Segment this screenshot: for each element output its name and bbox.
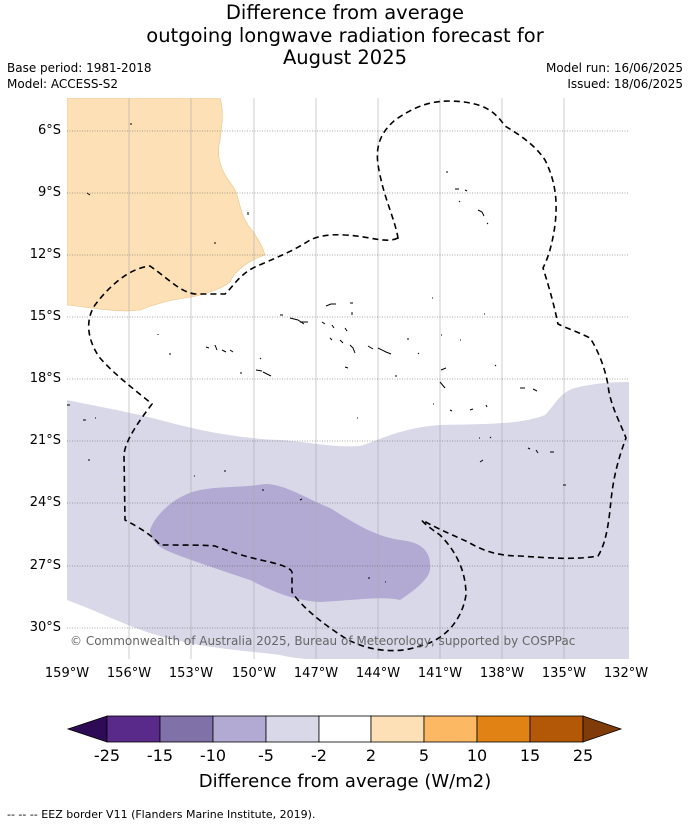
lon-label: 150°W	[231, 666, 277, 681]
colorbar-bin	[370, 715, 425, 743]
lon-label: 141°W	[417, 666, 463, 681]
lat-label: 27°S	[29, 558, 61, 573]
colorbar-label: -5	[258, 746, 274, 765]
colorbar-label: -15	[146, 746, 174, 765]
colorbar-extend-low	[66, 715, 108, 743]
model-run: Model run: 16/06/2025	[545, 61, 683, 75]
colorbar-bin	[423, 715, 478, 743]
colorbar-label: 25	[572, 746, 594, 765]
title-line-1: Difference from average	[225, 1, 465, 24]
eez-border	[87, 100, 627, 652]
lon-label: 132°W	[603, 666, 649, 681]
lon-label: 156°W	[106, 666, 152, 681]
lon-label: 159°W	[44, 666, 90, 681]
lat-label: 30°S	[29, 620, 61, 635]
colorbar-bin	[265, 715, 320, 743]
anomaly-region-purple	[150, 484, 431, 602]
lat-label: 6°S	[37, 123, 61, 138]
colorbar-bin	[212, 715, 267, 743]
colorbar-label: -10	[199, 746, 227, 765]
colorbar-label: 5	[418, 746, 430, 765]
lon-label: 147°W	[293, 666, 339, 681]
lon-label: 138°W	[479, 666, 525, 681]
colorbar-bin	[476, 715, 531, 743]
eez-legend-note: -- -- -- EEZ border V11 (Flanders Marine…	[7, 808, 316, 821]
lat-label: 18°S	[29, 371, 61, 386]
map-title: Difference from average outgoing longwav…	[0, 1, 690, 70]
title-line-2: outgoing longwave radiation forecast for	[146, 23, 544, 47]
lon-label: 135°W	[541, 666, 587, 681]
colorbar-title: Difference from average (W/m2)	[198, 771, 492, 792]
colorbar-label: 2	[365, 746, 377, 765]
map-area	[67, 98, 629, 659]
colorbar-extend-high	[582, 715, 623, 743]
colorbar-bin	[106, 715, 161, 743]
title-line-3: August 2025	[282, 46, 408, 69]
lat-label: 12°S	[29, 247, 61, 262]
colorbar-label: -2	[311, 746, 327, 765]
colorbar-label: 15	[519, 746, 541, 765]
model-name: Model: ACCESS-S2	[7, 77, 119, 91]
issue-info: Model run: 16/06/2025 Issued: 18/06/2025	[546, 60, 683, 92]
copyright-notice: © Commonwealth of Australia 2025, Bureau…	[70, 634, 576, 648]
islands	[67, 123, 566, 583]
colorbar-label: 10	[466, 746, 488, 765]
lon-label: 153°W	[168, 666, 214, 681]
gridlines	[67, 98, 629, 659]
lon-label: 144°W	[355, 666, 401, 681]
colorbar-bin	[529, 715, 584, 743]
colorbar-bin	[318, 715, 372, 743]
colorbar-bin	[159, 715, 214, 743]
lat-label: 9°S	[37, 185, 61, 200]
lat-label: 15°S	[29, 309, 61, 324]
colorbar-label: -25	[93, 746, 121, 765]
lat-label: 24°S	[29, 495, 61, 510]
issued-date: Issued: 18/06/2025	[567, 77, 683, 91]
lat-label: 21°S	[29, 433, 61, 448]
colorbar	[66, 715, 623, 743]
base-period: Base period: 1981-2018	[7, 61, 152, 75]
base-period-info: Base period: 1981-2018 Model: ACCESS-S2	[7, 60, 152, 92]
